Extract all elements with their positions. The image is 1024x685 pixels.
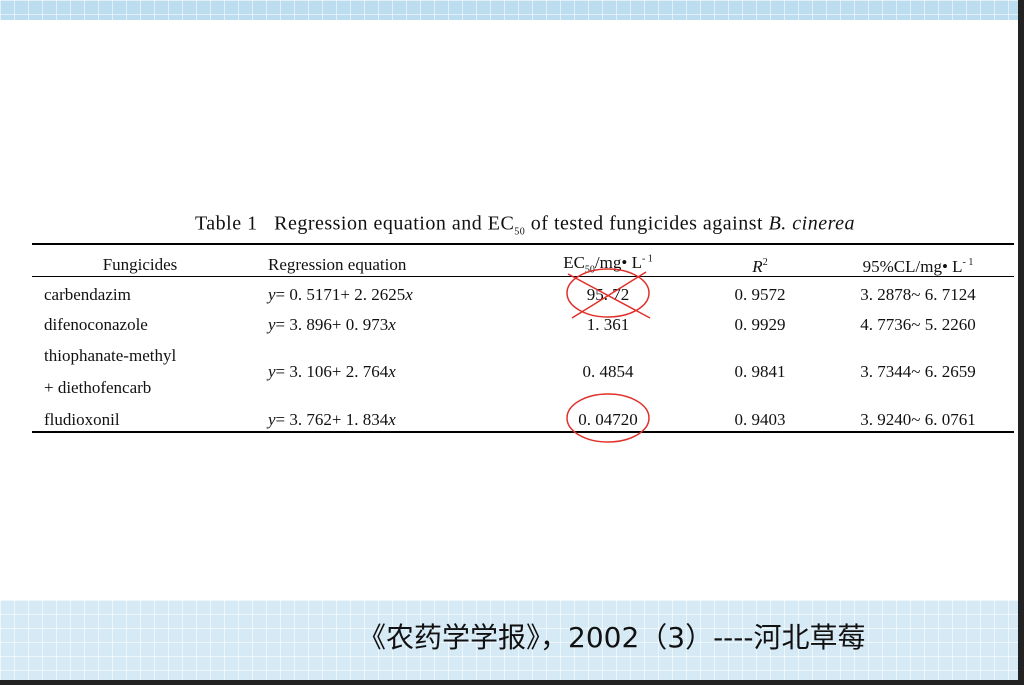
top-band xyxy=(0,0,1024,20)
r2-value: 0. 9403 xyxy=(734,410,786,429)
r2-value: 0. 9841 xyxy=(734,362,786,381)
header-part: /mg• L xyxy=(594,253,642,273)
equation-part: x xyxy=(405,285,413,304)
fungicide-name: carbendazim xyxy=(44,285,131,304)
regression-equation: y= 0. 5171+ 2. 2625x xyxy=(268,285,413,305)
bottom-band xyxy=(0,600,1024,680)
caption-label: Table 1 xyxy=(194,212,258,235)
ec50-value: 0. 4854 xyxy=(582,362,634,381)
equation-part: y xyxy=(268,362,276,381)
header-sup: - 1 xyxy=(962,257,974,269)
equation-part: y xyxy=(268,285,276,304)
rule xyxy=(32,276,1014,277)
equation-part: x xyxy=(388,362,396,381)
rule xyxy=(32,243,1014,245)
header-part: R xyxy=(752,256,763,276)
caption-text: of tested fungicides against xyxy=(525,212,769,235)
rule xyxy=(32,431,1014,433)
fungicide-name: difenoconazole xyxy=(44,315,148,334)
equation-part: y xyxy=(268,315,276,334)
red-cross xyxy=(567,273,651,319)
equation-part: y xyxy=(268,410,276,429)
citation: 《农药学学报》，2002（3）----河北草莓 xyxy=(358,621,866,654)
header-sup: - 1 xyxy=(641,253,653,265)
equation-part: x xyxy=(388,410,396,429)
equation-part: = 3. 896+ 0. 973 xyxy=(275,315,389,334)
edge xyxy=(0,680,1024,685)
red-cross xyxy=(571,271,647,319)
red-circle xyxy=(566,268,650,318)
fungicide-name: thiophanate-methyl xyxy=(44,346,177,365)
table-caption: Table 1 Regression equation and EC50 of … xyxy=(195,214,855,243)
edge xyxy=(1018,0,1024,685)
caption-species: B. cinerea xyxy=(768,212,856,235)
column-header: EC50/mg• L- 1 xyxy=(563,249,653,280)
header-part: EC xyxy=(563,253,585,273)
fungicide-name: + diethofencarb xyxy=(44,378,152,397)
column-header: 95%CL/mg• L- 1 xyxy=(863,253,974,277)
caption-text: Regression equation and EC xyxy=(274,212,515,235)
red-circle xyxy=(566,393,650,443)
regression-equation: y= 3. 106+ 2. 764x xyxy=(268,362,396,382)
header-sup: 2 xyxy=(762,257,768,269)
column-header: R2 xyxy=(752,253,767,277)
fungicide-name: fludioxonil xyxy=(44,410,120,429)
equation-part: x xyxy=(388,315,396,334)
equation-part: = 3. 762+ 1. 834 xyxy=(275,410,389,429)
regression-equation: y= 3. 762+ 1. 834x xyxy=(268,410,396,430)
regression-equation: y= 3. 896+ 0. 973x xyxy=(268,315,396,335)
header-part: 95%CL/mg• L xyxy=(862,256,963,276)
column-header: Regression equation xyxy=(268,255,407,274)
ec50-value: 1. 361 xyxy=(586,315,630,334)
ec50-value: 0. 04720 xyxy=(578,410,638,429)
r2-value: 0. 9929 xyxy=(734,315,786,334)
cl-value: 3. 9240~ 6. 0761 xyxy=(860,410,976,429)
cl-value: 4. 7736~ 5. 2260 xyxy=(860,315,976,334)
caption-sub: 50 xyxy=(514,226,526,238)
cl-value: 3. 7344~ 6. 2659 xyxy=(860,362,976,381)
equation-part: = 0. 5171+ 2. 2625 xyxy=(275,285,406,304)
r2-value: 0. 9572 xyxy=(734,285,786,304)
header-sub: 50 xyxy=(584,264,595,276)
equation-part: = 3. 106+ 2. 764 xyxy=(275,362,389,381)
column-header: Fungicides xyxy=(102,255,178,274)
cl-value: 3. 2878~ 6. 7124 xyxy=(860,285,976,304)
